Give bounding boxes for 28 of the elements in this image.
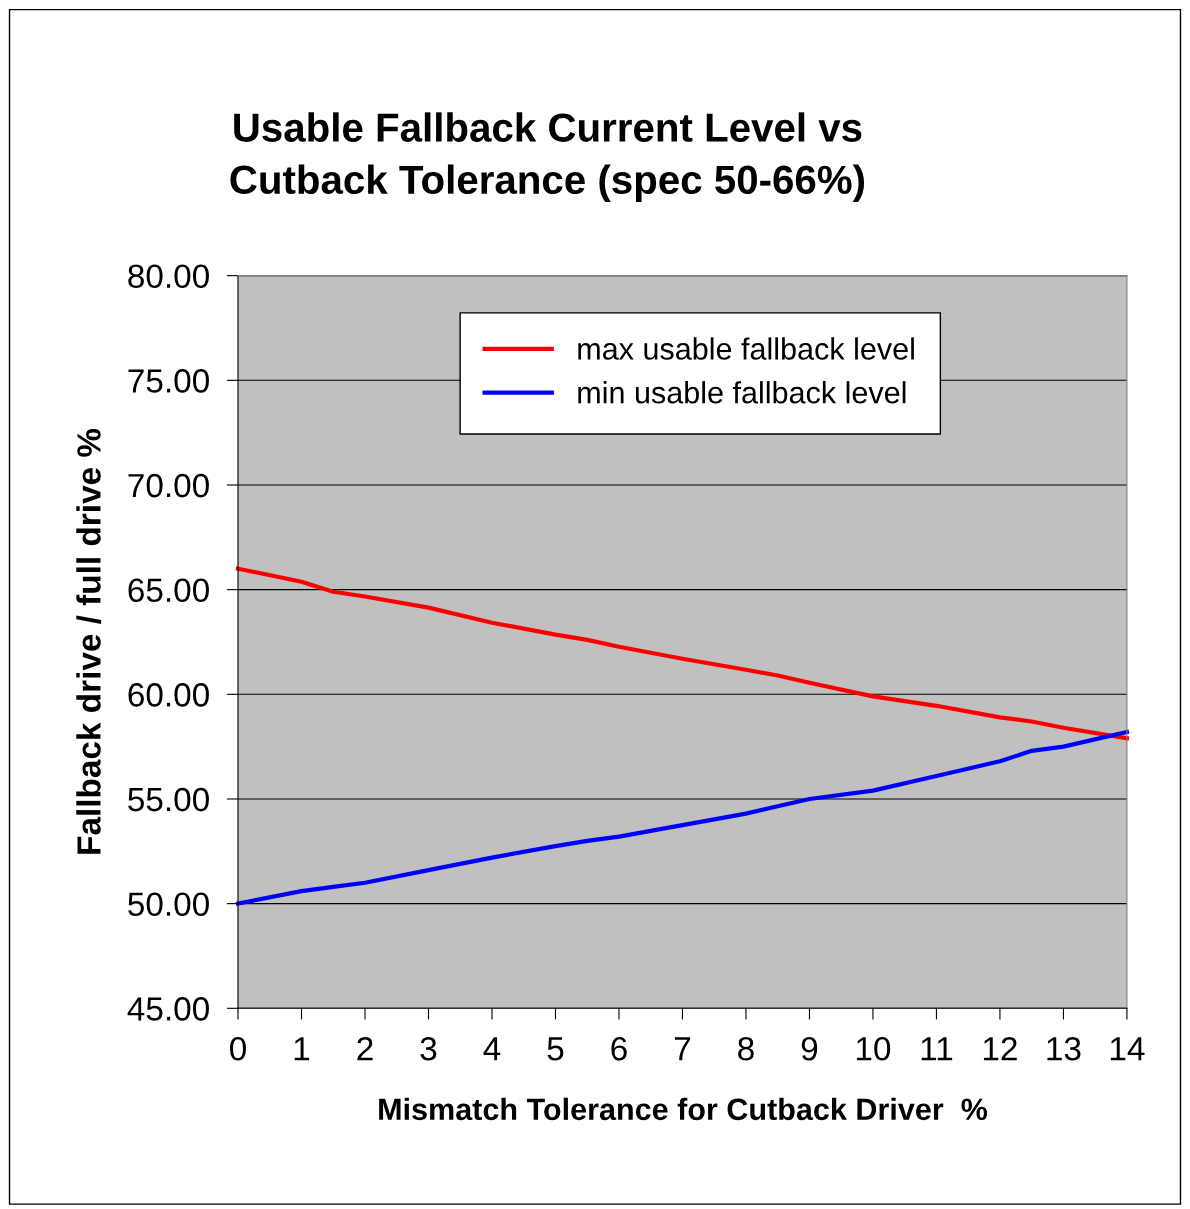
y-axis-title: Fallback drive / full drive % — [76, 428, 102, 854]
x-tick-label: 2 — [357, 1036, 373, 1061]
chart-title: Usable Fallback Current Level vs Cutback Tolerance (spec 50-66%) — [230, 112, 865, 203]
x-tick-label: 3 — [420, 1036, 437, 1061]
y-tick-label: 60.00 — [128, 683, 209, 707]
y-tick-label: 65.00 — [128, 578, 209, 603]
y-tick-label: 45.00 — [127, 997, 209, 1021]
x-tick-label: 5 — [547, 1037, 564, 1061]
y-tick-label: 50.00 — [128, 892, 209, 917]
x-tick-label: 4 — [483, 1037, 501, 1061]
x-tick-label: 7 — [674, 1037, 691, 1061]
x-tick-label: 12 — [983, 1036, 1017, 1061]
y-tick-label: 80.00 — [128, 264, 209, 289]
x-tick-label: 8 — [738, 1036, 754, 1061]
legend-label: max usable fallback level — [578, 337, 914, 360]
x-tick-label: 14 — [1110, 1037, 1145, 1061]
x-axis-title: Mismatch Tolerance for Cutback Driver % — [379, 1097, 988, 1121]
y-tick-label: 70.00 — [128, 473, 209, 498]
x-tick-label: 13 — [1047, 1036, 1081, 1061]
x-tick-label: 0 — [230, 1036, 246, 1061]
x-tick-label: 1 — [294, 1037, 310, 1061]
x-tick-label: 9 — [801, 1036, 818, 1061]
x-tick-label: 6 — [611, 1036, 627, 1061]
x-tick-label: 11 — [921, 1037, 953, 1061]
y-tick-label: 55.00 — [128, 787, 209, 812]
x-tick-label: 10 — [856, 1036, 891, 1061]
y-tick-label: 75.00 — [128, 369, 209, 393]
legend-label: min usable fallback level — [578, 381, 906, 404]
